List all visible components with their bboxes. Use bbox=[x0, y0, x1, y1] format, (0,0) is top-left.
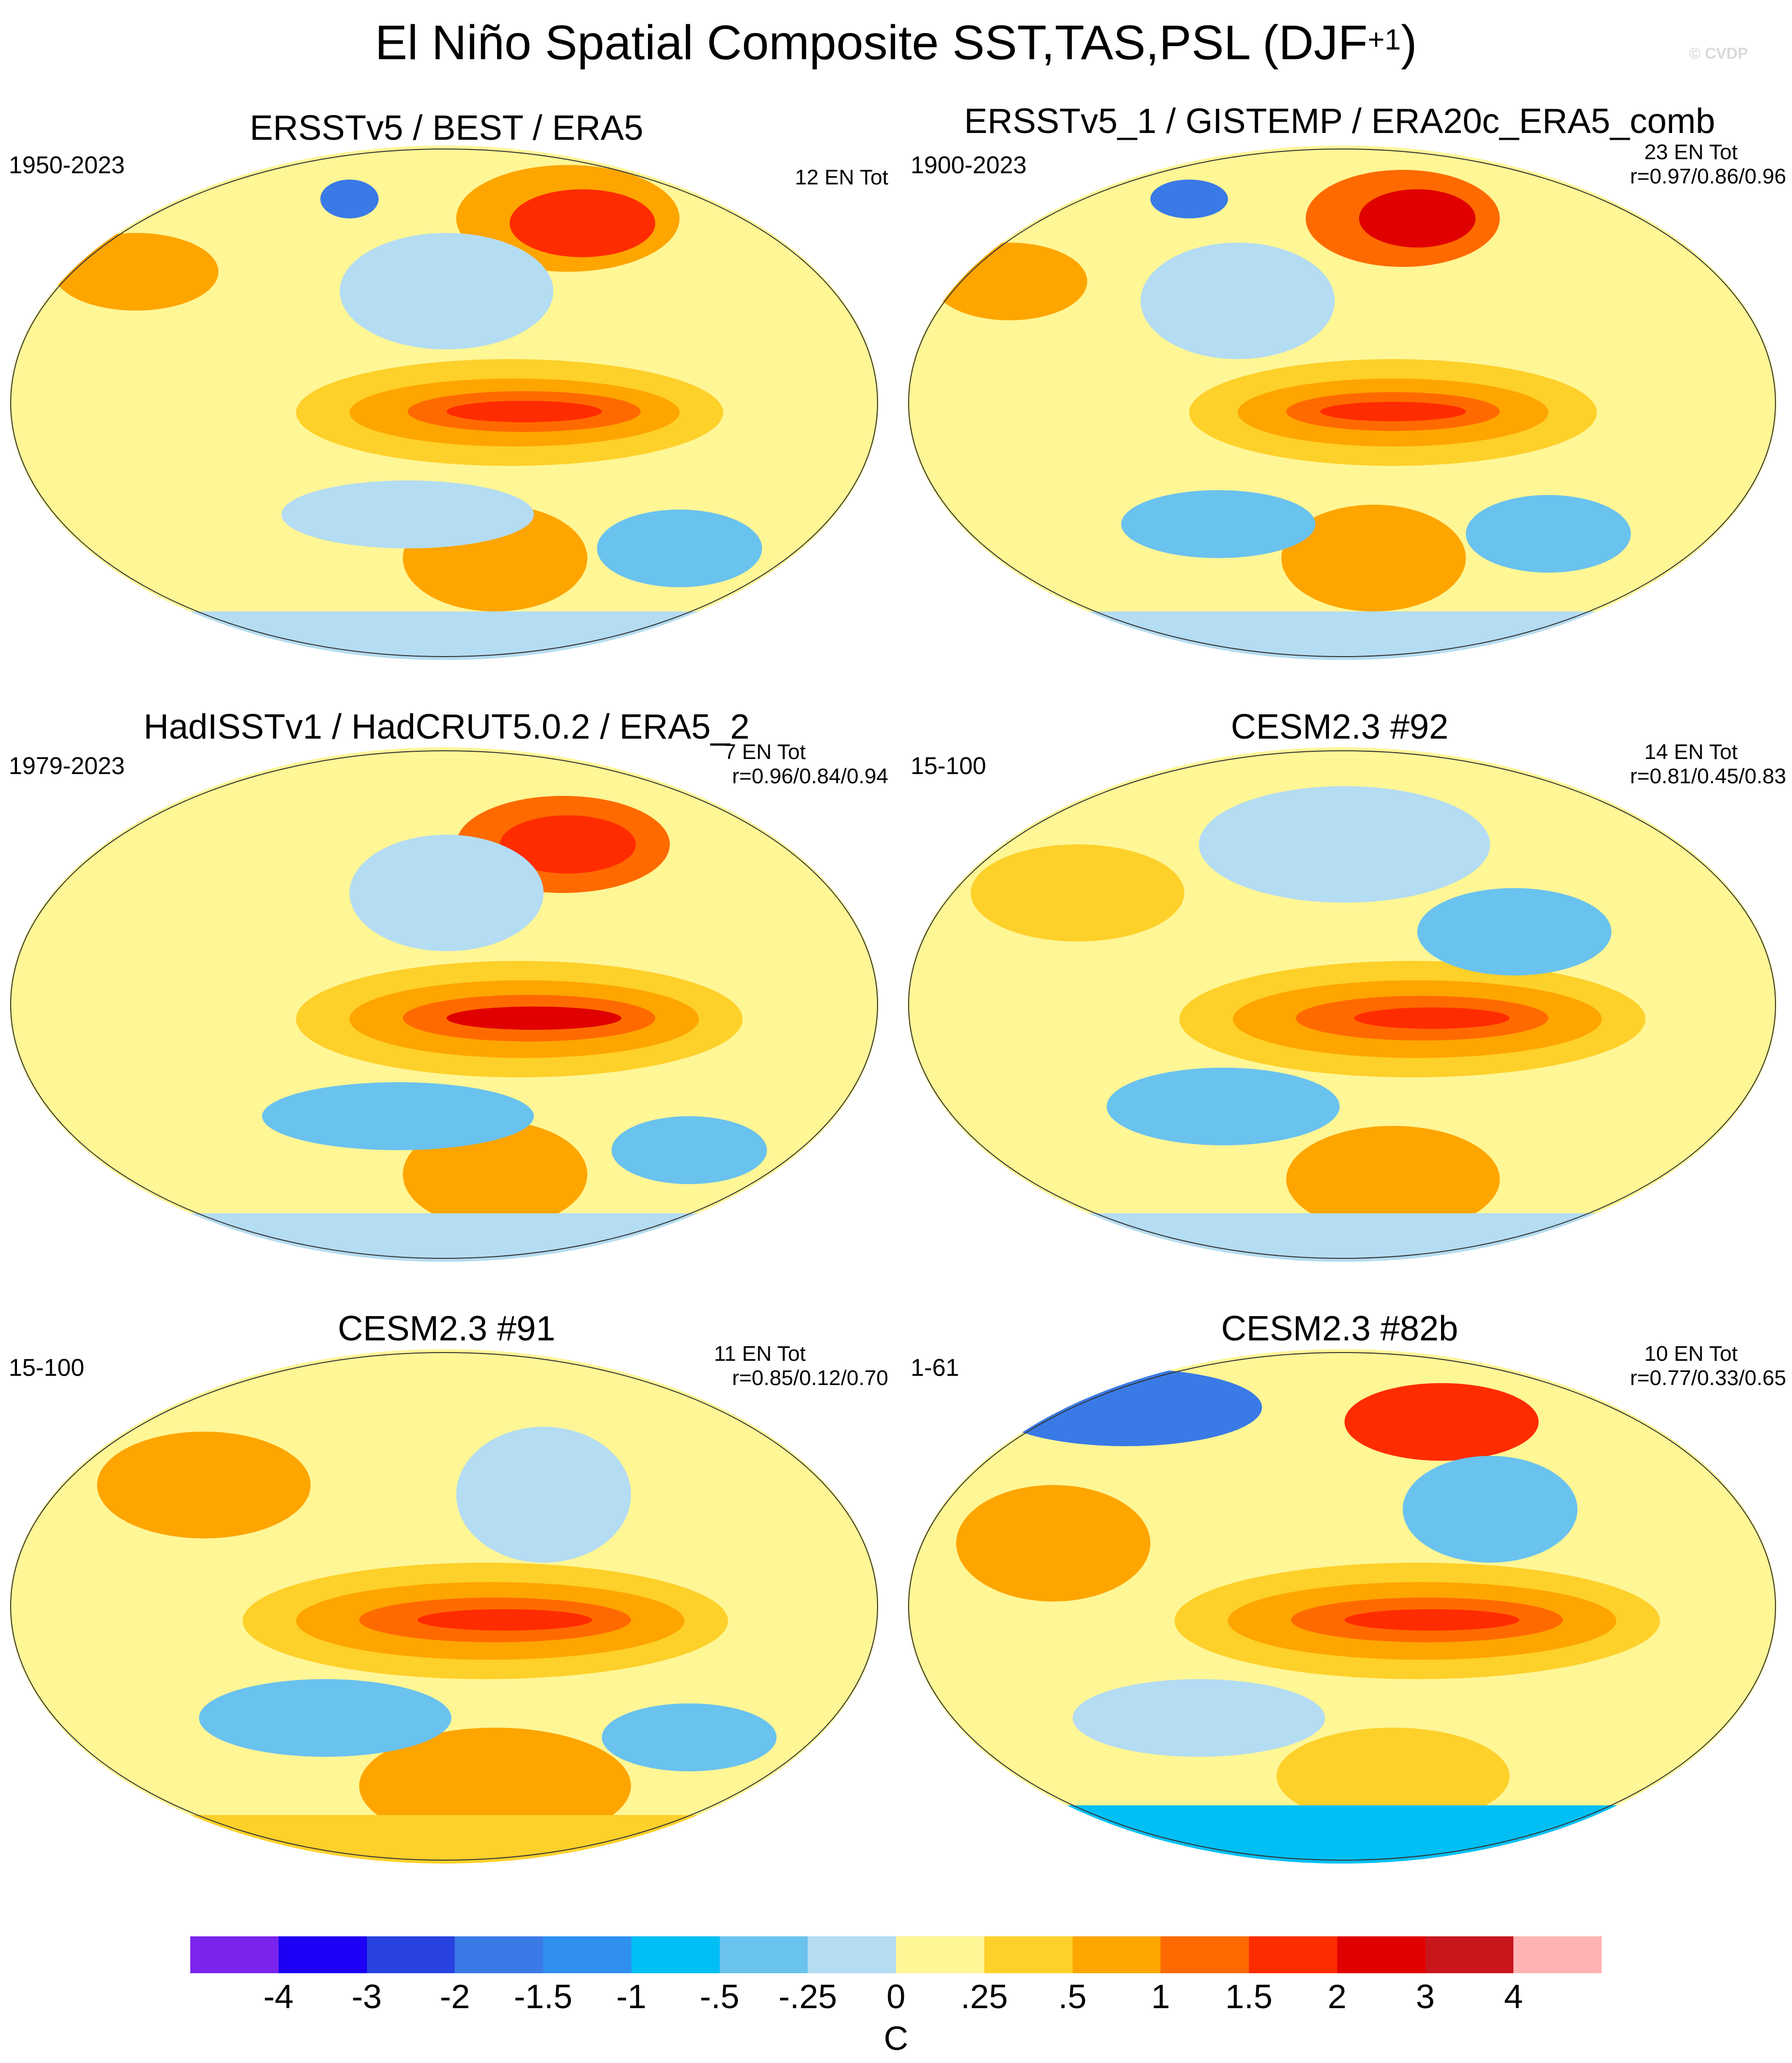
colorbar-tick-label: -.5 bbox=[699, 1978, 740, 2015]
page-title: El Niño Spatial Composite SST,TAS,PSL (D… bbox=[375, 16, 1417, 70]
colorbar-swatch bbox=[1337, 1936, 1426, 1973]
colorbar-tick-label: 1.5 bbox=[1225, 1978, 1273, 2015]
map-panel bbox=[908, 146, 1776, 660]
panel-period: 1-61 bbox=[911, 1354, 960, 1381]
map-panel bbox=[908, 1349, 1776, 1864]
colorbar-tick-label: -.25 bbox=[778, 1978, 837, 2015]
colorbar-swatch bbox=[1161, 1936, 1249, 1973]
colorbar-tick-label: 1 bbox=[1151, 1978, 1170, 2015]
colorbar-swatch bbox=[808, 1936, 896, 1973]
colorbar-tick-label: 4 bbox=[1504, 1978, 1523, 2015]
colorbar-tick-label: -4 bbox=[263, 1978, 294, 2015]
colorbar-swatch bbox=[1072, 1936, 1161, 1973]
colorbar-swatch bbox=[984, 1936, 1073, 1973]
colorbar-swatch bbox=[278, 1936, 367, 1973]
panel-events: 11 EN Tot bbox=[713, 1342, 806, 1366]
panel-correlation: r=0.81/0.45/0.83 bbox=[1630, 764, 1786, 788]
panel-events: 7 EN Tot bbox=[724, 740, 806, 764]
panel-correlation: r=0.97/0.86/0.96 bbox=[1630, 165, 1786, 188]
colorbar-tick-label: -2 bbox=[440, 1978, 470, 2015]
panel-title: CESM2.3 #91 bbox=[337, 1309, 556, 1348]
map-panel bbox=[10, 146, 879, 660]
panel-events: 14 EN Tot bbox=[1644, 740, 1738, 764]
colorbar-swatch bbox=[1425, 1936, 1514, 1973]
colorbar-swatch bbox=[366, 1936, 455, 1973]
panel-events: 23 EN Tot bbox=[1644, 140, 1738, 164]
colorbar-swatch bbox=[631, 1936, 720, 1973]
map-panel bbox=[10, 747, 879, 1262]
colorbar-swatch bbox=[719, 1936, 808, 1973]
map-panel bbox=[908, 747, 1776, 1262]
panel-period: 1950-2023 bbox=[9, 151, 125, 179]
colorbar bbox=[190, 1936, 1602, 1973]
panel-correlation: r=0.85/0.12/0.70 bbox=[732, 1366, 888, 1390]
colorbar-tick-label: 3 bbox=[1416, 1978, 1435, 2015]
colorbar-tick-label: -3 bbox=[351, 1978, 382, 2015]
colorbar-swatch bbox=[543, 1936, 631, 1973]
panel-period: 1979-2023 bbox=[9, 752, 125, 779]
panel-events: 12 EN Tot bbox=[795, 165, 888, 189]
panel-correlation: r=0.96/0.84/0.94 bbox=[732, 764, 888, 788]
colorbar-tick-label: 2 bbox=[1327, 1978, 1347, 2015]
colorbar-tick-label: -1.5 bbox=[514, 1978, 573, 2015]
colorbar-swatch bbox=[1513, 1936, 1602, 1973]
colorbar-swatch bbox=[896, 1936, 984, 1973]
panel-period: 15-100 bbox=[911, 752, 986, 779]
map-panel bbox=[10, 1349, 879, 1864]
panel-title: ERSSTv5 / BEST / ERA5 bbox=[249, 109, 644, 148]
colorbar-swatch bbox=[455, 1936, 543, 1973]
panel-title: CESM2.3 #92 bbox=[1230, 708, 1449, 746]
panel-period: 1900-2023 bbox=[911, 151, 1027, 179]
panel-title: CESM2.3 #82b bbox=[1221, 1309, 1459, 1348]
colorbar-tick-label: .5 bbox=[1058, 1978, 1087, 2015]
panel-period: 15-100 bbox=[9, 1354, 84, 1381]
panel-events: 10 EN Tot bbox=[1644, 1342, 1738, 1366]
colorbar-tick-label: -1 bbox=[616, 1978, 647, 2015]
colorbar-swatch bbox=[190, 1936, 279, 1973]
colorbar-tick-label: .25 bbox=[961, 1978, 1008, 2015]
watermark: © CVDP bbox=[1689, 45, 1748, 62]
panel-title: HadISSTv1 / HadCRUT5.0.2 / ERA5_2 bbox=[143, 708, 750, 746]
panel-correlation: r=0.77/0.33/0.65 bbox=[1630, 1366, 1786, 1390]
panel-title: ERSSTv5_1 / GISTEMP / ERA20c_ERA5_comb bbox=[964, 102, 1715, 141]
colorbar-tick-label: 0 bbox=[886, 1978, 906, 2015]
colorbar-swatch bbox=[1249, 1936, 1337, 1973]
colorbar-units: C bbox=[883, 2019, 909, 2057]
